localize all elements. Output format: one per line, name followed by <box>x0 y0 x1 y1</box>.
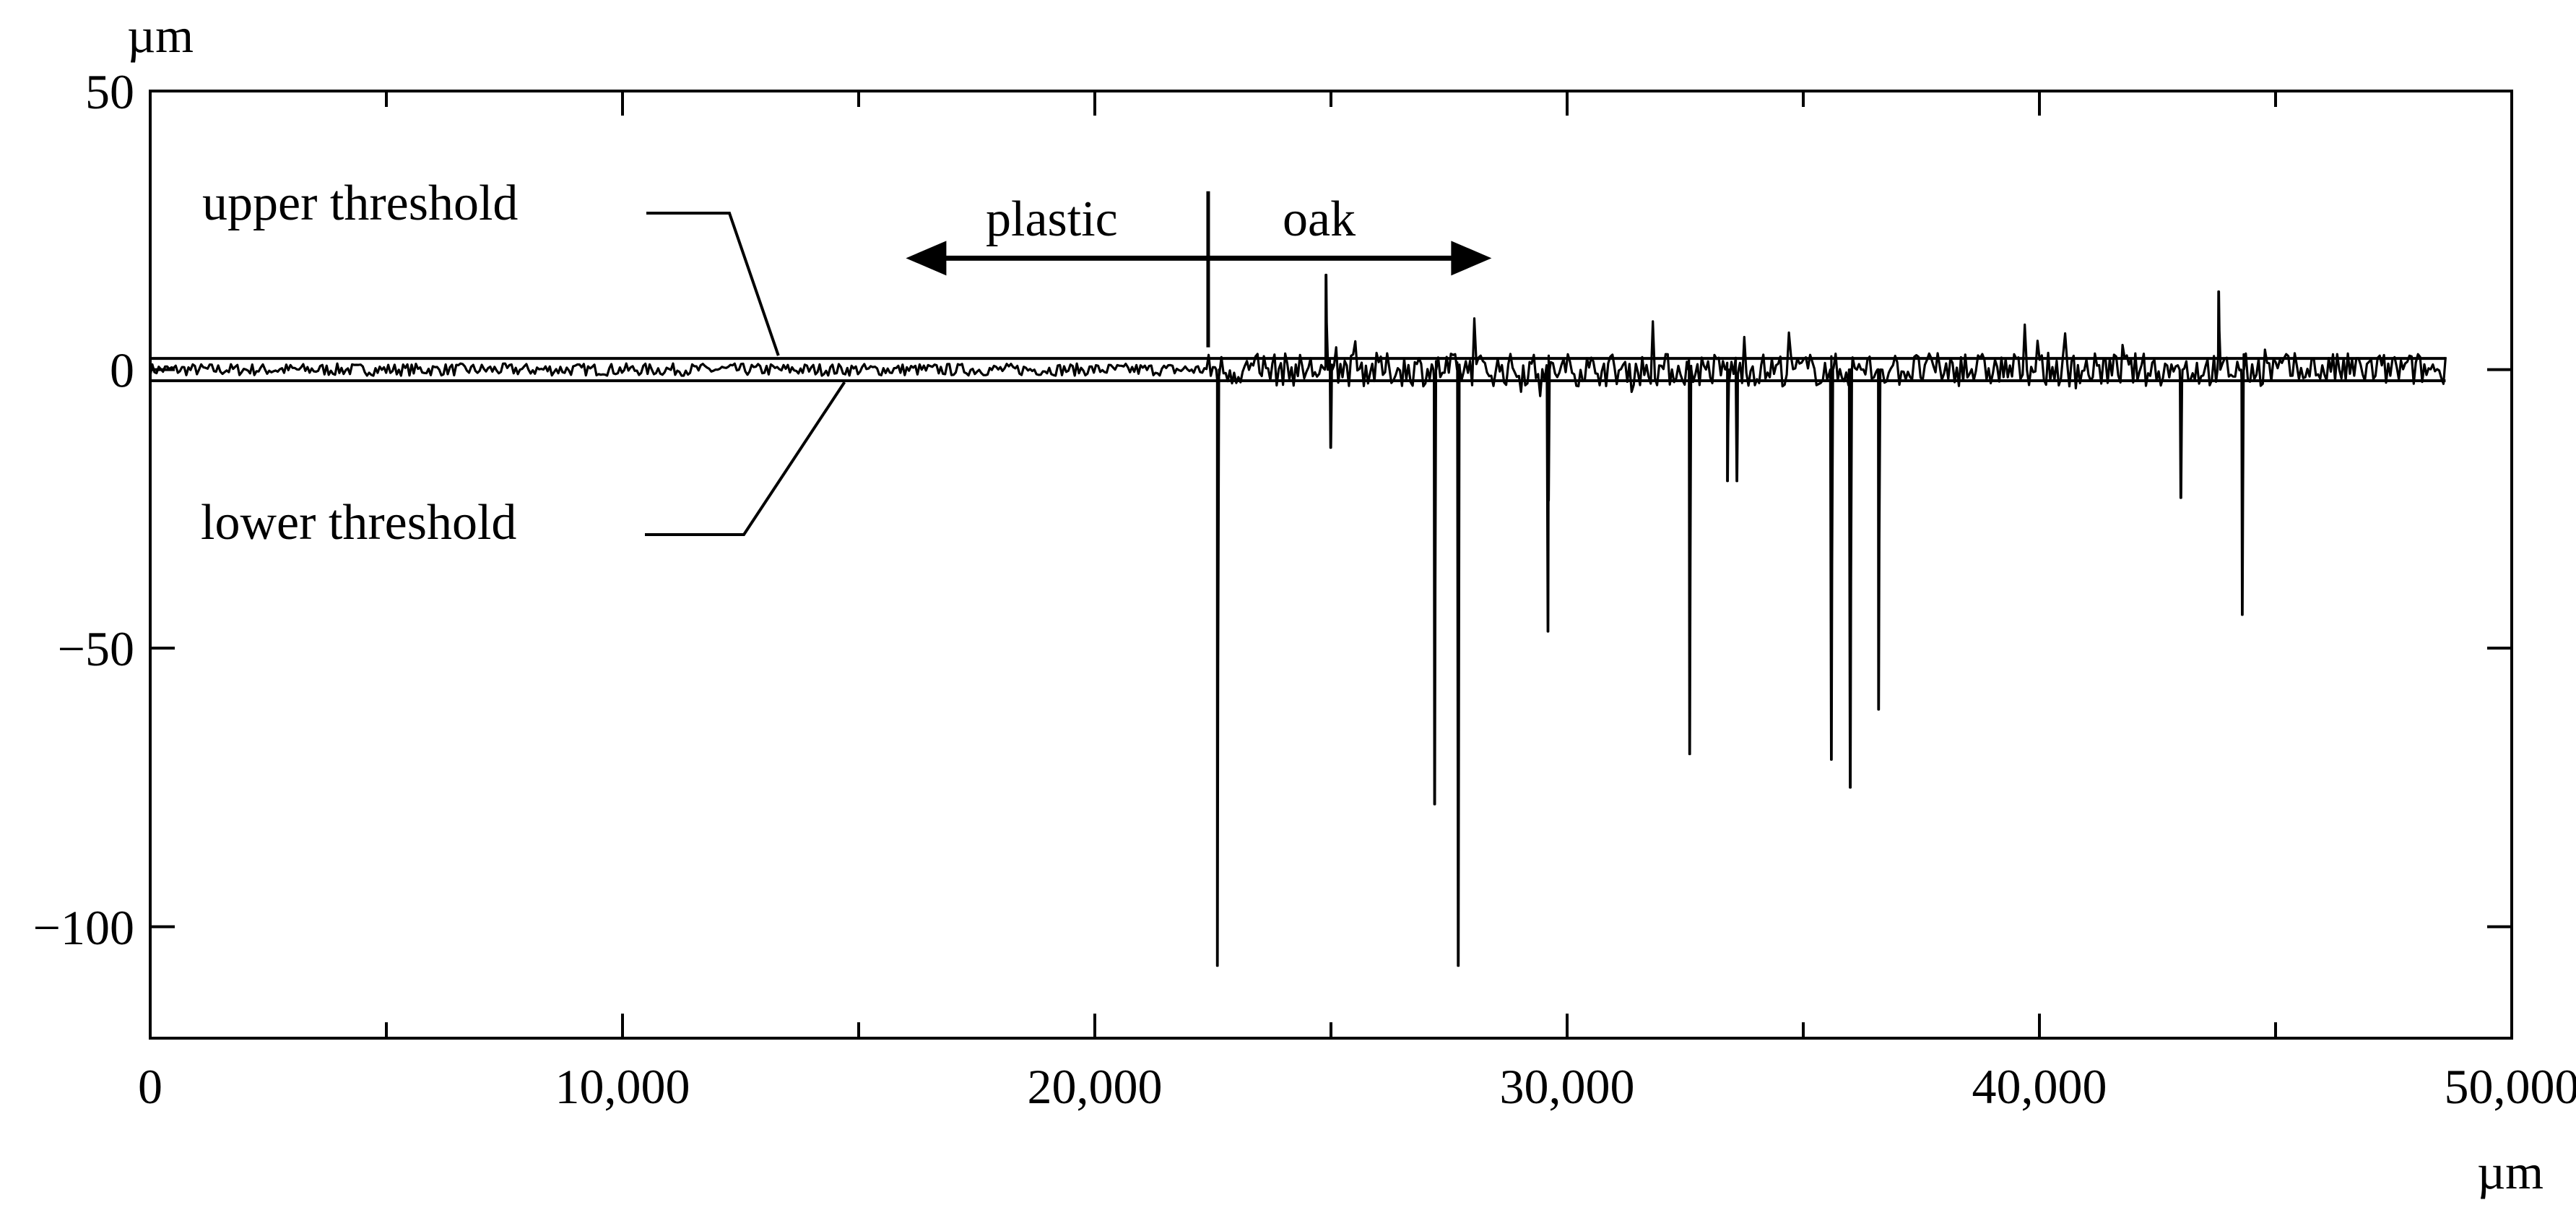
axes: 0 10,000 20,000 30,000 40,000 50,000 50 0 −50 −10… <box>33 64 2576 1114</box>
lower-threshold-leader <box>645 381 846 536</box>
x-tick-label-1: 10,000 <box>555 1059 690 1114</box>
lower-threshold-label: lower threshold <box>201 495 516 551</box>
x-tick-label-4: 40,000 <box>1972 1059 2107 1114</box>
annotations: upper threshold lower threshold plastic … <box>201 176 1492 551</box>
y-axis-unit: µm <box>127 8 194 63</box>
y-tick-label-3: −100 <box>33 900 134 955</box>
x-tick-label-3: 30,000 <box>1500 1059 1635 1114</box>
x-tick-label-0: 0 <box>138 1059 162 1114</box>
y-tick-label-2: −50 <box>58 621 134 676</box>
upper-threshold-leader <box>646 212 780 356</box>
profile-line <box>149 273 2447 967</box>
x-axis-unit: µm <box>2477 1144 2544 1199</box>
arrow-right-head <box>1451 241 1492 276</box>
y-tick-label-0: 50 <box>85 64 134 119</box>
profile-series <box>149 273 2447 967</box>
x-tick-label-2: 20,000 <box>1028 1059 1163 1114</box>
arrow-left-head <box>906 241 947 276</box>
oak-label: oak <box>1283 191 1356 247</box>
x-tick-label-5: 50,000 <box>2445 1059 2576 1114</box>
y-tick-label-1: 0 <box>110 343 134 398</box>
plastic-label: plastic <box>986 191 1118 247</box>
upper-threshold-label: upper threshold <box>202 176 518 231</box>
